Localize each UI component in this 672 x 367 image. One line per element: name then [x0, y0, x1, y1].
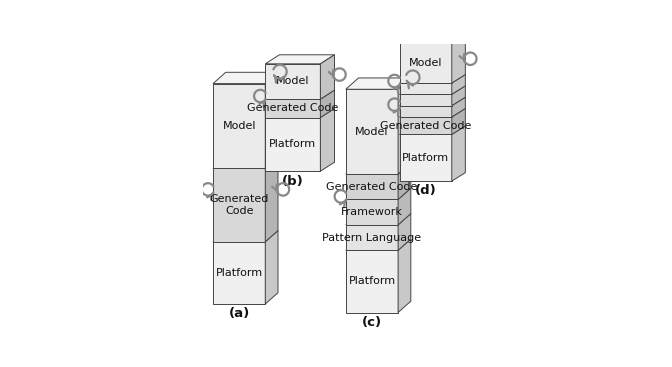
Text: Framework: Framework: [341, 207, 403, 217]
Polygon shape: [265, 109, 335, 117]
Polygon shape: [346, 163, 411, 174]
Text: (c): (c): [362, 316, 382, 329]
Text: Model: Model: [222, 121, 256, 131]
Text: (d): (d): [415, 185, 437, 197]
Polygon shape: [400, 97, 465, 106]
Polygon shape: [213, 168, 265, 242]
Polygon shape: [213, 72, 278, 84]
Text: (a): (a): [228, 308, 250, 320]
Polygon shape: [265, 64, 321, 99]
Polygon shape: [400, 75, 465, 83]
Polygon shape: [452, 126, 465, 181]
Polygon shape: [346, 214, 411, 225]
Polygon shape: [265, 55, 335, 64]
Text: Generated Code: Generated Code: [327, 182, 417, 192]
Polygon shape: [452, 97, 465, 117]
Polygon shape: [321, 90, 335, 117]
Polygon shape: [400, 42, 452, 83]
Text: Model: Model: [355, 127, 388, 137]
Polygon shape: [213, 242, 265, 304]
Polygon shape: [400, 94, 452, 106]
Text: Generated Code: Generated Code: [247, 103, 339, 113]
Text: Platform: Platform: [348, 276, 396, 286]
Polygon shape: [265, 99, 321, 117]
Polygon shape: [213, 84, 265, 168]
Polygon shape: [213, 157, 278, 168]
Polygon shape: [346, 239, 411, 250]
Polygon shape: [452, 75, 465, 94]
Text: Generated
Code: Generated Code: [210, 194, 269, 216]
Polygon shape: [400, 83, 452, 94]
Polygon shape: [400, 86, 465, 94]
Polygon shape: [398, 163, 411, 200]
Text: Pattern Language: Pattern Language: [323, 233, 421, 243]
Polygon shape: [265, 157, 278, 242]
Polygon shape: [400, 134, 452, 181]
Polygon shape: [400, 106, 452, 117]
Polygon shape: [400, 117, 452, 134]
Polygon shape: [346, 225, 398, 250]
Text: Platform: Platform: [402, 153, 449, 163]
Polygon shape: [265, 90, 335, 99]
Polygon shape: [265, 117, 321, 171]
Polygon shape: [398, 188, 411, 225]
Polygon shape: [452, 34, 465, 83]
Polygon shape: [265, 230, 278, 304]
Polygon shape: [398, 78, 411, 174]
Polygon shape: [265, 72, 278, 168]
Polygon shape: [398, 239, 411, 313]
Polygon shape: [346, 250, 398, 313]
Text: (b): (b): [282, 175, 304, 188]
Polygon shape: [346, 174, 398, 200]
Polygon shape: [346, 200, 398, 225]
Text: Platform: Platform: [216, 268, 263, 278]
Text: Model: Model: [409, 58, 442, 68]
Polygon shape: [452, 86, 465, 106]
Polygon shape: [452, 109, 465, 134]
Polygon shape: [400, 34, 465, 42]
Text: Model: Model: [276, 76, 310, 87]
Polygon shape: [346, 188, 411, 200]
Polygon shape: [321, 109, 335, 171]
Text: Generated Code: Generated Code: [380, 121, 471, 131]
Text: Platform: Platform: [269, 139, 317, 149]
Polygon shape: [346, 78, 411, 89]
Polygon shape: [400, 126, 465, 134]
Polygon shape: [400, 109, 465, 117]
Polygon shape: [346, 89, 398, 174]
Polygon shape: [213, 230, 278, 242]
Polygon shape: [321, 55, 335, 99]
Polygon shape: [398, 214, 411, 250]
